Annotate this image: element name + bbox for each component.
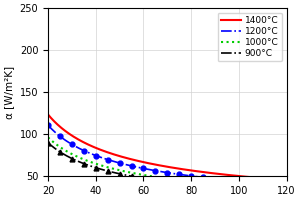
1200°C (279, 183, 283, 185)
1000°C (188, 180, 192, 183)
1200°C (242, 180, 245, 183)
1400°C (242, 175, 245, 178)
1200°C (175, 173, 179, 175)
1000°C (279, 188, 283, 190)
Line: 1400°C: 1400°C (48, 115, 286, 180)
1400°C (279, 179, 283, 181)
1400°C (160, 165, 163, 167)
1200°C (46, 124, 50, 126)
1400°C (188, 169, 192, 171)
900°C (175, 182, 179, 184)
1000°C (175, 179, 179, 181)
1200°C (160, 170, 163, 173)
1000°C (46, 136, 50, 139)
Y-axis label: α [W/m²K]: α [W/m²K] (4, 66, 14, 119)
Line: 1200°C: 1200°C (48, 125, 286, 185)
1200°C (161, 171, 165, 173)
1200°C (188, 175, 192, 177)
1200°C (285, 183, 288, 186)
900°C (242, 188, 245, 190)
900°C (279, 190, 283, 192)
1000°C (161, 177, 165, 179)
1000°C (242, 185, 245, 187)
Legend: 1400°C, 1200°C, 1000°C, 900°C: 1400°C, 1200°C, 1000°C, 900°C (218, 13, 282, 61)
1400°C (175, 167, 179, 170)
900°C (161, 180, 165, 182)
Line: 900°C: 900°C (48, 143, 286, 191)
1000°C (285, 188, 288, 190)
900°C (285, 190, 288, 193)
1400°C (285, 179, 288, 181)
1400°C (161, 165, 165, 167)
900°C (188, 183, 192, 185)
Line: 1000°C: 1000°C (48, 137, 286, 189)
1400°C (46, 113, 50, 116)
1000°C (160, 177, 163, 179)
900°C (46, 142, 50, 144)
900°C (160, 180, 163, 182)
